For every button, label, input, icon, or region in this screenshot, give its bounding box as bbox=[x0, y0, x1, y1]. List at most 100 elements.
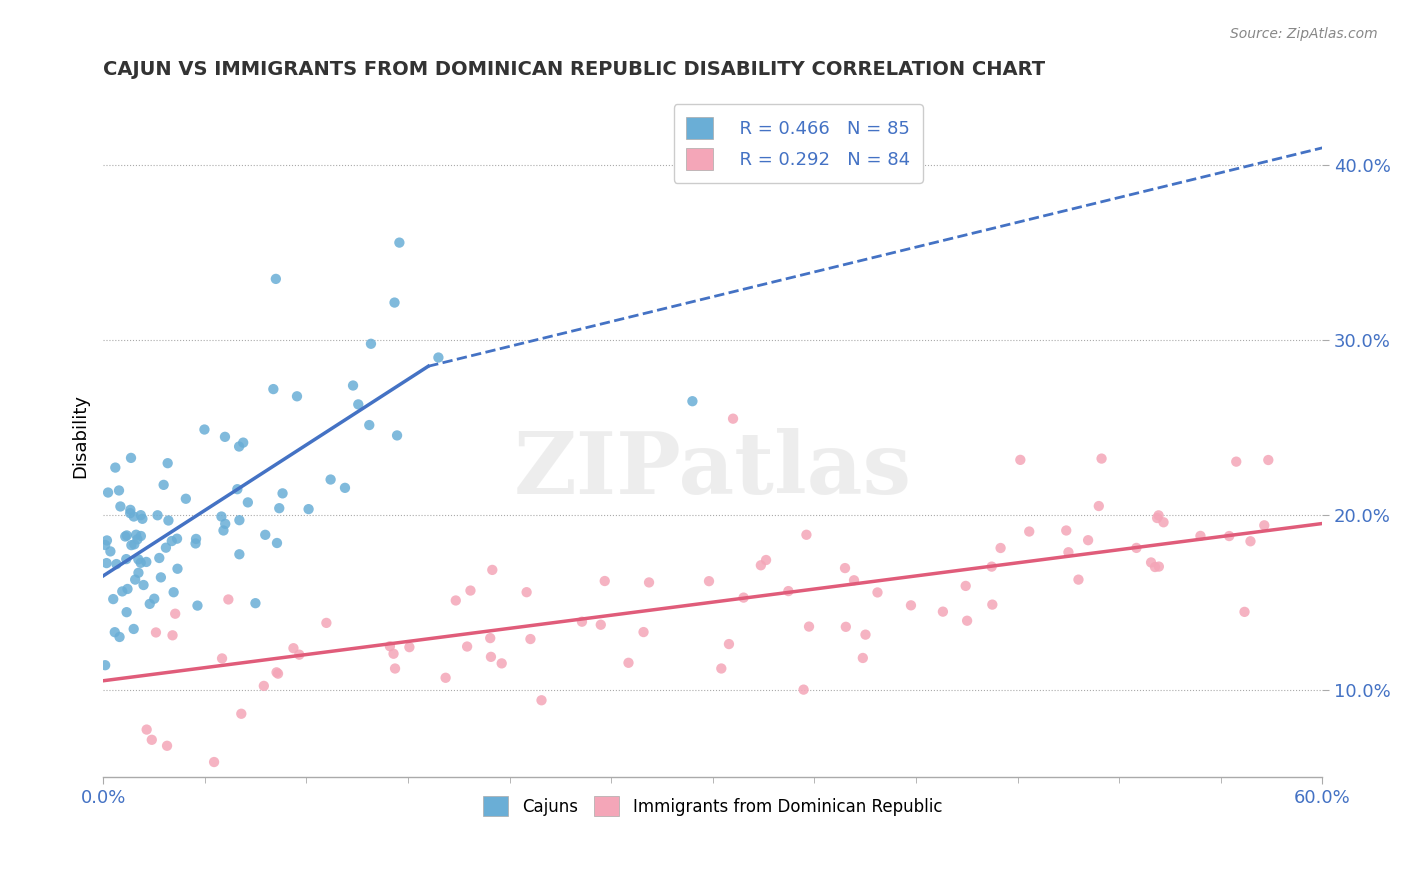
Point bbox=[166, 562, 188, 576]
Point bbox=[530, 693, 553, 707]
Point bbox=[148, 551, 170, 566]
Point bbox=[481, 563, 503, 577]
Point bbox=[980, 559, 1002, 574]
Point bbox=[162, 585, 184, 599]
Point bbox=[427, 351, 450, 365]
Point bbox=[156, 739, 179, 753]
Point bbox=[96, 533, 118, 548]
Point bbox=[124, 573, 146, 587]
Point bbox=[796, 528, 818, 542]
Point bbox=[253, 679, 276, 693]
Point bbox=[94, 538, 117, 552]
Point bbox=[156, 456, 179, 470]
Text: CAJUN VS IMMIGRANTS FROM DOMINICAN REPUBLIC DISABILITY CORRELATION CHART: CAJUN VS IMMIGRANTS FROM DOMINICAN REPUB… bbox=[103, 60, 1045, 78]
Point bbox=[285, 389, 308, 403]
Point bbox=[842, 574, 865, 588]
Point bbox=[115, 552, 138, 566]
Point bbox=[110, 500, 132, 514]
Y-axis label: Disability: Disability bbox=[72, 394, 89, 478]
Point bbox=[211, 651, 233, 665]
Point bbox=[193, 423, 215, 437]
Point bbox=[160, 534, 183, 549]
Point bbox=[115, 528, 138, 542]
Point bbox=[378, 639, 401, 653]
Point bbox=[479, 649, 502, 664]
Point bbox=[157, 514, 180, 528]
Point bbox=[342, 378, 364, 392]
Point bbox=[491, 657, 513, 671]
Point bbox=[212, 524, 235, 538]
Point bbox=[717, 637, 740, 651]
Point bbox=[184, 536, 207, 550]
Point bbox=[145, 625, 167, 640]
Point bbox=[444, 593, 467, 607]
Point bbox=[120, 506, 142, 520]
Point bbox=[202, 814, 225, 828]
Point bbox=[456, 640, 478, 654]
Point bbox=[271, 486, 294, 500]
Point bbox=[135, 723, 157, 737]
Point bbox=[103, 592, 125, 607]
Point bbox=[129, 529, 152, 543]
Point bbox=[1153, 516, 1175, 530]
Point bbox=[228, 547, 250, 561]
Point bbox=[129, 508, 152, 523]
Point bbox=[232, 435, 254, 450]
Point bbox=[778, 584, 800, 599]
Point bbox=[236, 495, 259, 509]
Point bbox=[149, 570, 172, 584]
Point bbox=[1077, 533, 1099, 548]
Point bbox=[131, 512, 153, 526]
Point bbox=[956, 614, 979, 628]
Point bbox=[479, 631, 502, 645]
Point bbox=[135, 555, 157, 569]
Point bbox=[139, 597, 162, 611]
Point bbox=[347, 397, 370, 411]
Point bbox=[115, 605, 138, 619]
Point bbox=[127, 552, 149, 566]
Point bbox=[955, 579, 977, 593]
Point bbox=[297, 502, 319, 516]
Point bbox=[1189, 529, 1212, 543]
Point bbox=[1067, 573, 1090, 587]
Point bbox=[288, 648, 311, 662]
Point bbox=[1225, 455, 1247, 469]
Point bbox=[266, 665, 288, 680]
Point bbox=[519, 632, 541, 646]
Point bbox=[125, 527, 148, 541]
Point bbox=[852, 651, 875, 665]
Point bbox=[681, 394, 703, 409]
Point bbox=[162, 628, 184, 642]
Point bbox=[127, 533, 149, 547]
Point bbox=[1088, 499, 1111, 513]
Point bbox=[1218, 529, 1240, 543]
Point bbox=[866, 585, 889, 599]
Point bbox=[266, 536, 288, 550]
Point bbox=[593, 574, 616, 588]
Point bbox=[96, 556, 118, 570]
Point bbox=[589, 617, 612, 632]
Point bbox=[214, 430, 236, 444]
Point bbox=[1257, 453, 1279, 467]
Point bbox=[114, 529, 136, 543]
Point bbox=[122, 622, 145, 636]
Point bbox=[120, 538, 142, 552]
Point bbox=[797, 619, 820, 633]
Point bbox=[382, 647, 405, 661]
Point bbox=[228, 513, 250, 527]
Point bbox=[1253, 518, 1275, 533]
Point bbox=[267, 666, 290, 681]
Point bbox=[384, 295, 406, 310]
Point bbox=[120, 450, 142, 465]
Point bbox=[127, 566, 149, 580]
Point bbox=[1146, 511, 1168, 525]
Point bbox=[105, 557, 128, 571]
Point bbox=[384, 661, 406, 675]
Point bbox=[111, 584, 134, 599]
Point bbox=[755, 553, 778, 567]
Point bbox=[1057, 545, 1080, 559]
Point bbox=[1239, 534, 1261, 549]
Point bbox=[165, 607, 187, 621]
Point bbox=[990, 541, 1012, 555]
Point bbox=[104, 460, 127, 475]
